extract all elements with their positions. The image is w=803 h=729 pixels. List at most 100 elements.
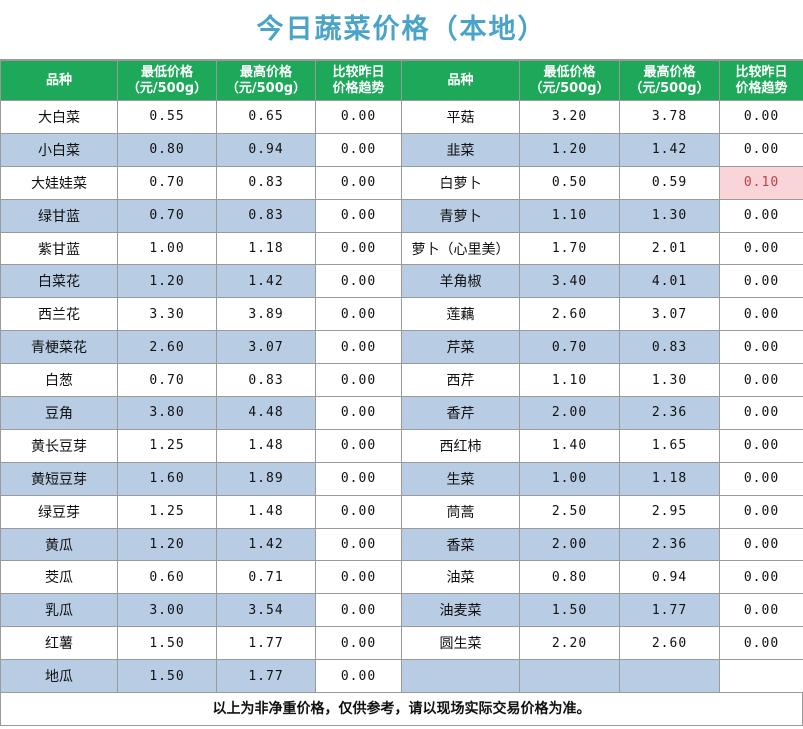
- table-row: 黄瓜 1.20 1.42 0.00 香菜 2.00 2.36 0.00: [0, 527, 803, 562]
- left-trend-cell: 0.00: [315, 560, 402, 595]
- left-name-cell: 黄瓜: [0, 527, 118, 562]
- table-row: 白菜花 1.20 1.42 0.00 羊角椒 3.40 4.01 0.00: [0, 264, 803, 299]
- right-high-cell: 4.01: [619, 264, 720, 299]
- right-high-cell: 2.36: [619, 396, 720, 430]
- right-low-cell: 1.20: [519, 132, 620, 167]
- left-trend-cell: 0.00: [315, 494, 402, 529]
- left-high-cell: 0.71: [216, 560, 316, 595]
- left-low-cell: 1.25: [117, 428, 217, 463]
- right-name-cell: 莲藕: [401, 297, 520, 332]
- left-name-cell: 红薯: [0, 626, 118, 661]
- table-header: 品种 最低价格 （元/500g） 最高价格 （元/500g） 比较昨日 价格趋势 品种…: [0, 60, 803, 101]
- left-high-cell: 0.83: [216, 198, 316, 233]
- right-name-cell: 香芹: [401, 396, 520, 430]
- table-row: 白葱 0.70 0.83 0.00 西芹 1.10 1.30 0.00: [0, 363, 803, 398]
- table-body: 大白菜 0.55 0.65 0.00 平菇 3.20 3.78 0.00 小白菜 0.80 0.94…: [0, 100, 803, 694]
- right-trend-cell: 0.00: [719, 231, 803, 266]
- header-trend-left: 比较昨日 价格趋势: [315, 60, 402, 101]
- left-trend-cell: 0.00: [315, 330, 402, 365]
- right-trend-cell: 0.00: [719, 330, 803, 365]
- right-low-cell: 1.10: [519, 363, 620, 398]
- left-high-cell: 0.83: [216, 165, 316, 200]
- right-trend-cell: 0.00: [719, 560, 803, 595]
- left-trend-cell: 0.00: [315, 264, 402, 299]
- right-trend-cell: 0.00: [719, 363, 803, 398]
- right-name-cell: 白萝卜: [401, 165, 520, 200]
- right-trend-cell: 0.00: [719, 100, 803, 134]
- left-trend-cell: 0.00: [315, 165, 402, 200]
- right-name-cell: 芹菜: [401, 330, 520, 365]
- right-empty-cell: [519, 659, 620, 694]
- left-trend-cell: 0.00: [315, 396, 402, 430]
- right-trend-cell: 0.00: [719, 132, 803, 167]
- right-low-cell: 1.70: [519, 231, 620, 266]
- right-low-cell: 1.40: [519, 428, 620, 463]
- left-name-cell: 茭瓜: [0, 560, 118, 595]
- left-trend-cell: 0.00: [315, 100, 402, 134]
- right-name-cell: 韭菜: [401, 132, 520, 167]
- left-low-cell: 1.50: [117, 626, 217, 661]
- left-trend-cell: 0.00: [315, 428, 402, 463]
- left-name-cell: 紫甘蓝: [0, 231, 118, 266]
- left-high-cell: 1.77: [216, 626, 316, 661]
- table-row: 乳瓜 3.00 3.54 0.00 油麦菜 1.50 1.77 0.00: [0, 593, 803, 628]
- left-name-cell: 豆角: [0, 396, 118, 430]
- left-high-cell: 3.54: [216, 593, 316, 628]
- right-name-cell: 香菜: [401, 527, 520, 562]
- header-name-left: 品种: [0, 60, 118, 101]
- left-high-cell: 1.48: [216, 494, 316, 529]
- right-low-cell: 2.00: [519, 527, 620, 562]
- left-low-cell: 0.55: [117, 100, 217, 134]
- left-trend-cell: 0.00: [315, 626, 402, 661]
- left-high-cell: 4.48: [216, 396, 316, 430]
- left-low-cell: 3.00: [117, 593, 217, 628]
- left-high-cell: 0.83: [216, 363, 316, 398]
- table-row: 大娃娃菜 0.70 0.83 0.00 白萝卜 0.50 0.59 0.10: [0, 165, 803, 200]
- left-name-cell: 大娃娃菜: [0, 165, 118, 200]
- right-name-cell: 西芹: [401, 363, 520, 398]
- right-high-cell: 2.36: [619, 527, 720, 562]
- left-high-cell: 1.42: [216, 527, 316, 562]
- left-high-cell: 3.07: [216, 330, 316, 365]
- right-high-cell: 0.94: [619, 560, 720, 595]
- right-low-cell: 3.20: [519, 100, 620, 134]
- left-low-cell: 1.20: [117, 264, 217, 299]
- right-low-cell: 2.60: [519, 297, 620, 332]
- header-high-left: 最高价格 （元/500g）: [216, 60, 316, 101]
- right-trend-cell: 0.00: [719, 264, 803, 299]
- right-high-cell: 1.77: [619, 593, 720, 628]
- left-name-cell: 地瓜: [0, 659, 118, 694]
- left-low-cell: 1.60: [117, 461, 217, 496]
- left-trend-cell: 0.00: [315, 461, 402, 496]
- right-name-cell: 生菜: [401, 461, 520, 496]
- right-low-cell: 1.10: [519, 198, 620, 233]
- right-low-cell: 0.50: [519, 165, 620, 200]
- left-high-cell: 1.42: [216, 264, 316, 299]
- right-empty-cell: [719, 659, 803, 694]
- left-low-cell: 3.80: [117, 396, 217, 430]
- left-low-cell: 1.25: [117, 494, 217, 529]
- table-row: 绿甘蓝 0.70 0.83 0.00 青萝卜 1.10 1.30 0.00: [0, 198, 803, 233]
- right-high-cell: 1.30: [619, 198, 720, 233]
- right-trend-cell: 0.00: [719, 198, 803, 233]
- table-row: 地瓜 1.50 1.77 0.00: [0, 659, 803, 694]
- table-row: 紫甘蓝 1.00 1.18 0.00 萝卜（心里美） 1.70 2.01 0.00: [0, 231, 803, 266]
- left-high-cell: 3.89: [216, 297, 316, 332]
- right-high-cell: 1.30: [619, 363, 720, 398]
- left-trend-cell: 0.00: [315, 527, 402, 562]
- right-high-cell: 2.95: [619, 494, 720, 529]
- price-table: 品种 最低价格 （元/500g） 最高价格 （元/500g） 比较昨日 价格趋势 品种…: [0, 60, 803, 694]
- left-low-cell: 0.70: [117, 165, 217, 200]
- header-low-right: 最低价格 （元/500g）: [519, 60, 620, 101]
- right-name-cell: 羊角椒: [401, 264, 520, 299]
- right-name-cell: 平菇: [401, 100, 520, 134]
- left-name-cell: 绿豆芽: [0, 494, 118, 529]
- table-row: 大白菜 0.55 0.65 0.00 平菇 3.20 3.78 0.00: [0, 100, 803, 134]
- left-low-cell: 0.70: [117, 198, 217, 233]
- right-high-cell: 2.60: [619, 626, 720, 661]
- right-trend-cell: 0.00: [719, 626, 803, 661]
- left-high-cell: 0.94: [216, 132, 316, 167]
- right-name-cell: 油菜: [401, 560, 520, 595]
- left-high-cell: 1.48: [216, 428, 316, 463]
